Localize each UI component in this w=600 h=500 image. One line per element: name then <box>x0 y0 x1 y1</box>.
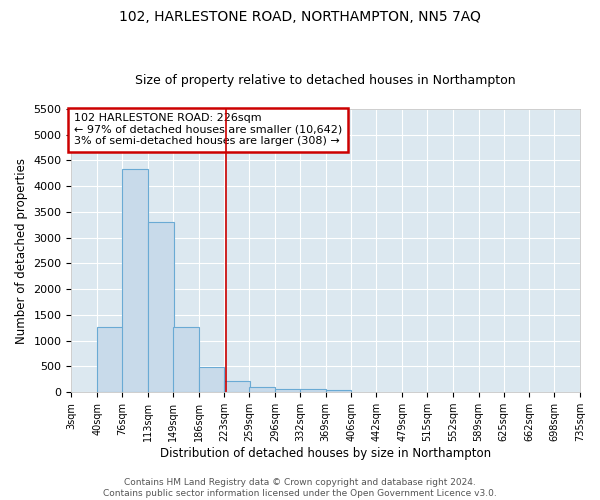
Bar <box>199 367 224 392</box>
Bar <box>300 390 326 392</box>
Bar <box>97 327 123 392</box>
Y-axis label: Number of detached properties: Number of detached properties <box>15 158 28 344</box>
Bar <box>275 388 301 392</box>
Bar <box>173 327 199 392</box>
X-axis label: Distribution of detached houses by size in Northampton: Distribution of detached houses by size … <box>160 447 491 460</box>
Text: Contains HM Land Registry data © Crown copyright and database right 2024.
Contai: Contains HM Land Registry data © Crown c… <box>103 478 497 498</box>
Bar <box>224 381 250 392</box>
Bar <box>249 388 275 392</box>
Bar <box>122 169 148 392</box>
Title: Size of property relative to detached houses in Northampton: Size of property relative to detached ho… <box>136 74 516 87</box>
Bar <box>326 390 352 392</box>
Text: 102 HARLESTONE ROAD: 226sqm
← 97% of detached houses are smaller (10,642)
3% of : 102 HARLESTONE ROAD: 226sqm ← 97% of det… <box>74 113 342 146</box>
Text: 102, HARLESTONE ROAD, NORTHAMPTON, NN5 7AQ: 102, HARLESTONE ROAD, NORTHAMPTON, NN5 7… <box>119 10 481 24</box>
Bar <box>148 222 173 392</box>
